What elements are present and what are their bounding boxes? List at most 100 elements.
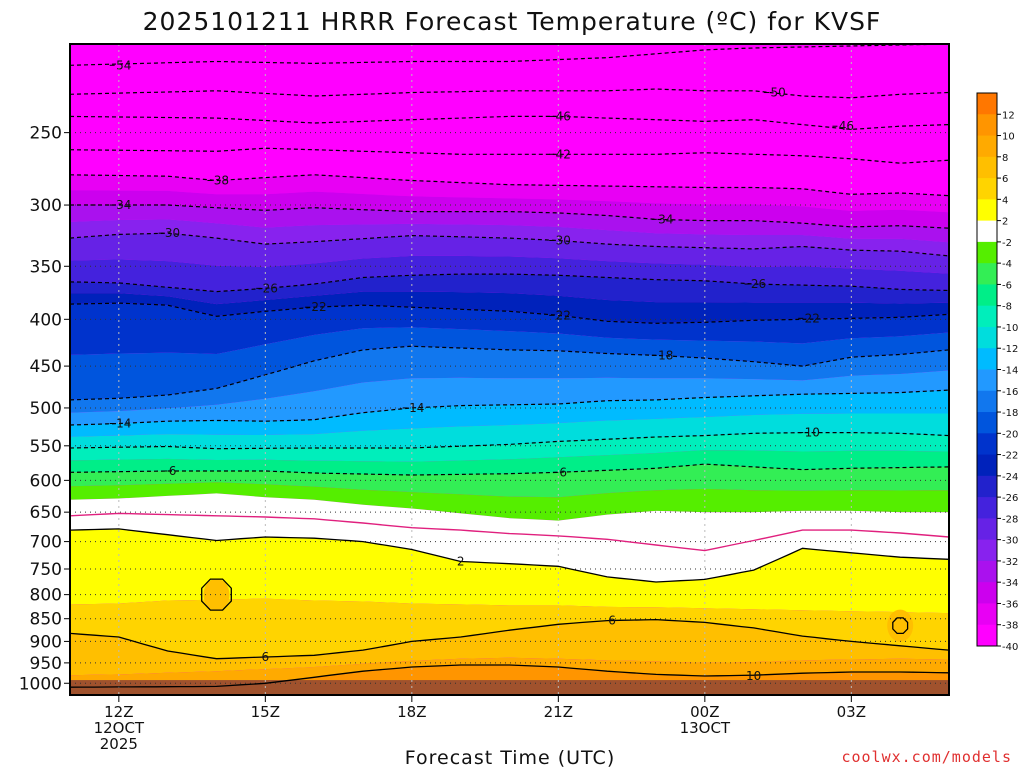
contour-label: 42 [556,147,571,161]
colorbar-swatch [977,518,997,541]
x-tick-label: 18Z [397,703,426,721]
colorbar-tick-label: 8 [1002,153,1008,164]
colorbar-swatch [977,624,997,647]
grid-lines [70,44,949,695]
y-tick-label: 900 [30,632,62,652]
contour-label: 18 [658,348,673,362]
y-tick-label: 750 [30,560,62,580]
colorbar-tick-label: -32 [1002,557,1018,568]
contour-label: 50 [770,86,785,100]
contour-label: 2 [457,555,465,569]
colorbar-swatch [977,603,997,626]
y-tick-label: 800 [30,586,62,606]
colorbar-swatch [977,369,997,392]
y-tick-label: 950 [30,654,62,674]
colorbar-swatch [977,93,997,115]
contour-line [70,302,949,324]
y-tick-label: 600 [30,471,62,491]
contour-line [70,528,949,583]
fill-band [70,450,949,475]
contour-label: 6 [559,465,567,479]
fill-band [70,432,949,462]
colorbar-swatch [977,454,997,477]
y-tick-label: 700 [30,533,62,553]
colorbar-swatch [977,539,997,562]
fill-band [70,303,949,355]
contour-label: 46 [556,109,571,123]
y-tick-label: 350 [30,257,62,277]
colorbar-swatch [977,135,997,158]
colorbar-tick-label: 4 [1002,195,1008,206]
colorbar-tick-label: 10 [1002,132,1015,143]
fill-band [70,116,949,146]
y-tick-label: 850 [30,610,62,630]
fill-band [70,413,949,449]
x-axis-label: Forecast Time (UTC) [405,747,615,768]
contour-label: 14 [116,417,131,431]
contour-label: 6 [262,650,270,664]
contour-label: 6 [608,614,616,628]
colorbar-tick-label: -40 [1002,642,1018,653]
fill-band [70,174,949,213]
temperature-fill-bands [70,44,949,695]
colorbar-swatch [977,582,997,604]
contour-label: 10 [805,426,820,440]
contour-label: 34 [116,198,131,212]
credit-link[interactable]: coolwx.com/models [841,748,1012,766]
x-tick-label: 00Z [690,703,719,721]
colorbar-tick-label: -34 [1002,578,1018,589]
contour-label: 22 [556,308,571,322]
fill-band [70,619,949,676]
colorbar-tick-label: -6 [1002,280,1012,291]
fill-band [70,148,949,179]
colorbar-tick-label: -10 [1002,323,1018,334]
colorbar-tick-label: -20 [1002,429,1018,440]
colorbar-swatch [977,199,997,222]
contour-label: 26 [751,277,766,291]
contour-label: 34 [658,212,673,226]
colorbar-swatch [977,412,997,434]
y-axis: 2503003504004505005506006507007508008509… [19,124,70,694]
colorbar-swatch [977,178,997,200]
colorbar-tick-label: -2 [1002,238,1012,249]
warm-pocket [203,578,230,611]
colorbar-swatch [977,263,997,285]
x-tick-label: 21Z [544,703,573,721]
colorbar-tick-label: -12 [1002,344,1018,355]
colorbar-swatch [977,433,997,456]
fill-band [70,205,949,243]
contour-label: 14 [409,401,424,415]
contour-label: 22 [311,300,326,314]
fill-band [70,255,949,292]
chart-title: 2025101211 HRRR Forecast Temperature (ºC… [143,7,882,36]
colorbar: 12 10 8 6 4 2 -2 -4 -6 -8 -10 -12 -14 -16 -18 -20 -22 -24… [976,92,1018,653]
contour-label: 46 [839,119,854,133]
colorbar-swatch [977,220,997,243]
y-tick-label: 250 [30,124,62,144]
y-tick-label: 400 [30,310,62,330]
colorbar-swatch [977,305,997,328]
contour-label: 10 [746,669,761,683]
contour-closed [892,617,909,635]
colorbar-tick-label: -38 [1002,621,1018,632]
contour-line [70,512,949,552]
x-tick-label: 13OCT [680,719,731,737]
fill-band [70,482,949,521]
fill-band [70,44,949,114]
fill-band [70,291,949,324]
x-tick-label: 15Z [251,703,280,721]
colorbar-tick-label: -8 [1002,302,1012,313]
contour-line [70,345,949,401]
contour-label: 30 [165,226,180,240]
contour-lines [70,44,949,688]
fill-band [70,190,949,229]
fill-band [70,598,949,659]
ground-layer [70,680,949,695]
colorbar-tick-label: -36 [1002,599,1018,610]
colorbar-tick-label: 6 [1002,174,1008,185]
contour-closed [201,578,232,611]
warm-pocket [887,609,914,642]
contour-label: 6 [169,464,177,478]
x-tick-label: 12OCT [94,719,145,737]
